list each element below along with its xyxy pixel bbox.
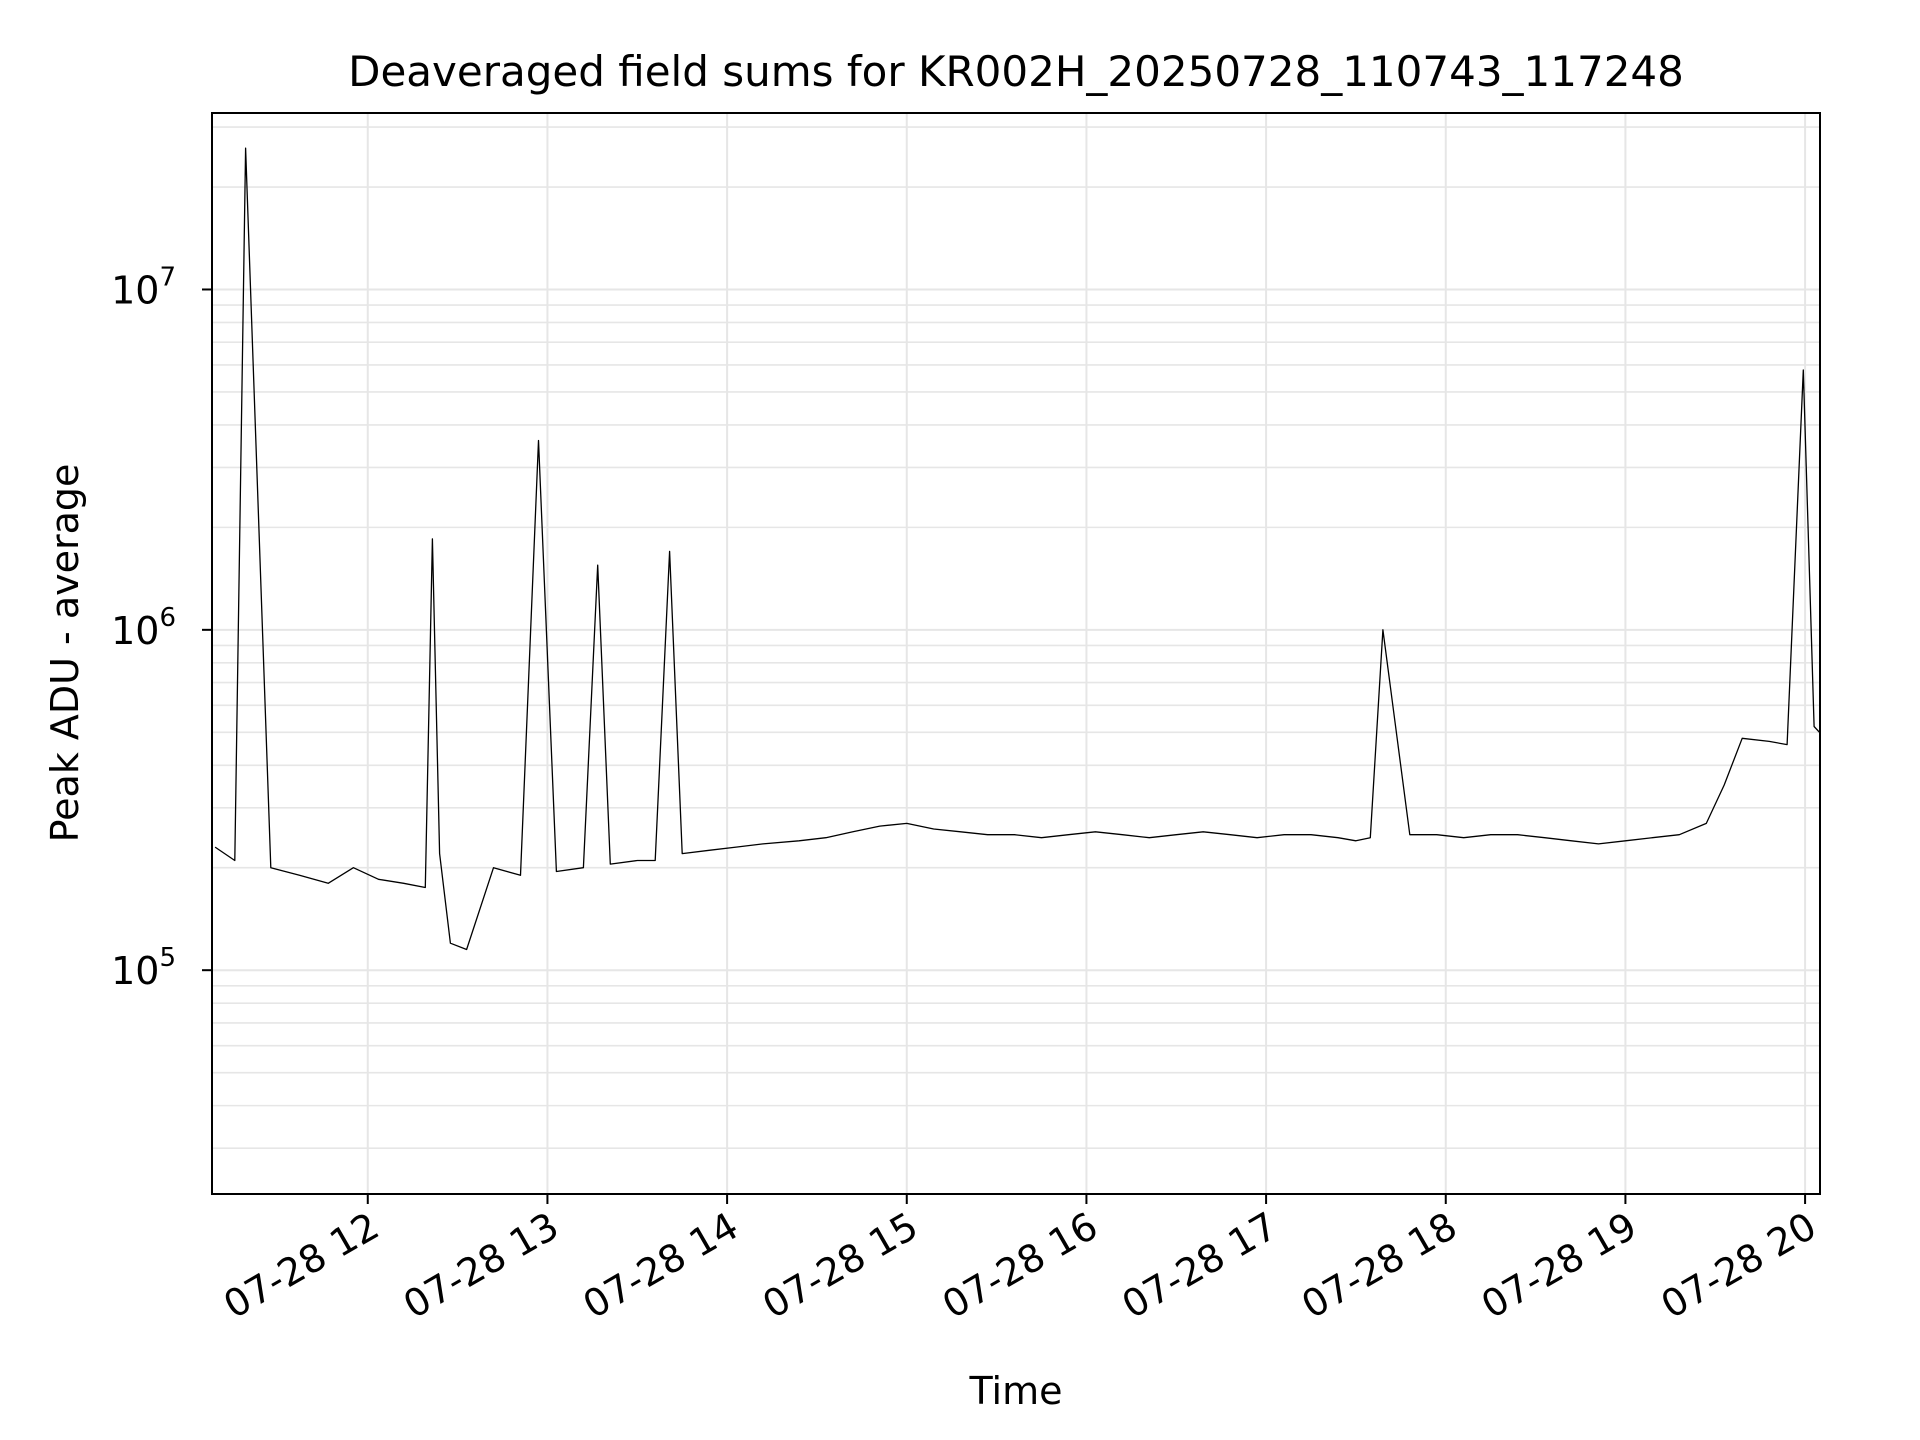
y-tick-label: 107	[111, 262, 176, 312]
y-tick-label: 105	[111, 943, 176, 993]
x-tick-label: 07-28 15	[755, 1204, 925, 1328]
x-ticks: 07-28 12 07-28 13 07-28 14 07-28 15 07-28 16…	[216, 1194, 1824, 1328]
x-tick-label: 07-28 13	[396, 1204, 566, 1328]
x-tick-label: 07-28 16	[935, 1204, 1105, 1328]
series-line	[214, 147, 1820, 951]
grid	[212, 113, 1820, 1194]
plot-frame	[211, 112, 1821, 1195]
chart-title: Deaveraged field sums for KR002H_2025072…	[348, 47, 1684, 96]
x-tick-label: 07-28 17	[1115, 1204, 1285, 1328]
y-tick-label: 106	[111, 603, 176, 653]
y-axis-label: Peak ADU - average	[43, 464, 87, 843]
plot-area	[214, 147, 1820, 951]
x-tick-label: 07-28 19	[1474, 1204, 1644, 1328]
x-axis-label: Time	[969, 1369, 1063, 1413]
x-tick-label: 07-28 14	[576, 1204, 746, 1328]
y-tick-labels: 105 106 107	[111, 262, 212, 993]
x-tick-label: 07-28 12	[216, 1204, 386, 1328]
x-tick-label: 07-28 20	[1654, 1204, 1824, 1328]
x-tick-label: 07-28 18	[1294, 1204, 1464, 1328]
